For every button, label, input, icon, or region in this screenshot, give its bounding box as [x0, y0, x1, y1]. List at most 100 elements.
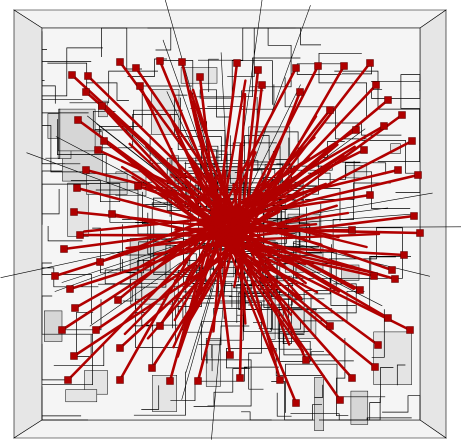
ray-endpoint-marker: [116, 376, 124, 384]
ray-endpoint-marker: [258, 81, 266, 89]
ray-endpoint-marker: [132, 64, 140, 72]
ray-endpoint-marker: [196, 73, 204, 81]
ray-endpoint-marker: [371, 363, 379, 371]
ray-endpoint-marker: [326, 322, 334, 330]
maze-wall-edge: [198, 344, 213, 372]
perspective-edge: [54, 249, 172, 292]
perspective-edge: [220, 52, 229, 198]
ray-endpoint-marker: [372, 81, 380, 89]
perspective-edge: [247, 84, 301, 192]
ray-endpoint-marker: [292, 64, 300, 72]
ray-endpoint-marker: [394, 166, 402, 174]
ray-line: [220, 230, 277, 367]
maze-wall-edge: [369, 256, 411, 310]
ray-endpoint-marker: [366, 191, 374, 199]
perspective-edge: [26, 152, 194, 215]
ray-endpoint-marker: [380, 122, 388, 130]
ray-endpoint-marker: [388, 266, 396, 274]
ray-endpoint-marker: [356, 286, 364, 294]
ray-line: [227, 218, 323, 246]
ray-endpoint-marker: [340, 62, 348, 70]
ray-endpoint-marker: [92, 326, 100, 334]
wall-panel: [350, 390, 369, 425]
ray-line: [168, 116, 223, 225]
maze-wall-edge: [134, 325, 154, 368]
ray-line: [222, 136, 316, 227]
maze-wall-edge: [170, 366, 279, 402]
ray-line: [238, 209, 308, 362]
left-wall: [13, 9, 43, 439]
maze-wall-edge: [334, 70, 420, 162]
perspective-edge: [89, 262, 181, 327]
ray-endpoint-marker: [276, 376, 284, 384]
ray-endpoint-marker: [51, 272, 59, 280]
ray-endpoint-marker: [400, 251, 408, 259]
ray-line: [230, 220, 355, 291]
maze-wall-edge: [304, 160, 355, 200]
maze-wall-edge: [41, 343, 72, 381]
ray-endpoint-marker: [68, 71, 76, 79]
ray-endpoint-marker: [73, 184, 81, 192]
ray-line: [146, 239, 235, 340]
ray-line: [218, 79, 247, 230]
ray-endpoint-marker: [194, 377, 202, 385]
ray-endpoint-marker: [100, 137, 108, 145]
maze-wall-edge: [101, 27, 142, 70]
maze-wall-edge: [58, 299, 102, 331]
wall-panel: [65, 389, 98, 403]
ray-endpoint-marker: [116, 58, 124, 66]
maze-wall-edge: [41, 262, 92, 325]
maze-wall-edge: [227, 27, 321, 78]
ray-line: [197, 179, 234, 222]
ray-endpoint-marker: [374, 341, 382, 349]
maze-wall-edge: [382, 395, 421, 420]
maze-wall-edge: [262, 251, 337, 334]
maze-wall-edge: [199, 89, 232, 118]
maze-wall-edge: [330, 256, 396, 306]
ray-endpoint-marker: [254, 66, 262, 74]
ray-endpoint-marker: [74, 116, 82, 124]
ray-endpoint-marker: [410, 212, 418, 220]
ray-endpoint-marker: [84, 72, 92, 80]
wall-panel: [373, 331, 412, 385]
maze-wall-edge: [229, 296, 312, 350]
maze-wall-edge: [41, 170, 62, 215]
ray-endpoint-marker: [82, 88, 90, 96]
ray-line: [155, 184, 225, 228]
ray-endpoint-marker: [352, 126, 360, 134]
ray-line: [219, 214, 416, 242]
perspective-edge: [166, 91, 208, 180]
ray-line: [236, 223, 247, 325]
ray-endpoint-marker: [384, 96, 392, 104]
maze-wall-edge: [41, 131, 81, 165]
maze-wall-edge: [325, 122, 402, 136]
maze-wall-edge: [336, 338, 349, 417]
maze-wall-edge: [314, 384, 324, 398]
ray-line: [243, 234, 341, 293]
ray-endpoint-marker: [82, 166, 90, 174]
ray-endpoint-marker: [178, 58, 186, 66]
ray-endpoint-marker: [134, 182, 142, 190]
ray-endpoint-marker: [94, 146, 102, 154]
maze-wall-edge: [126, 197, 172, 240]
maze-wall-edge: [243, 296, 325, 332]
ray-line: [78, 233, 216, 237]
ray-endpoint-marker: [70, 352, 78, 360]
maze-wall-edge: [241, 411, 272, 421]
ray-line: [232, 183, 242, 235]
wall-panel: [314, 377, 324, 431]
maze-wall-edge: [201, 321, 252, 407]
ray-endpoint-marker: [416, 229, 424, 237]
ray-endpoint-marker: [148, 364, 156, 372]
ray-line: [82, 213, 245, 233]
ray-endpoint-marker: [236, 374, 244, 382]
wall-panel: [44, 310, 63, 342]
ray-line: [225, 191, 264, 232]
ray-endpoint-marker: [64, 376, 72, 384]
maze-wall-edge: [98, 85, 192, 138]
ray-endpoint-marker: [370, 272, 378, 280]
ray-line: [217, 66, 298, 219]
ray-markers: [51, 57, 424, 407]
ray-endpoint-marker: [348, 374, 356, 382]
